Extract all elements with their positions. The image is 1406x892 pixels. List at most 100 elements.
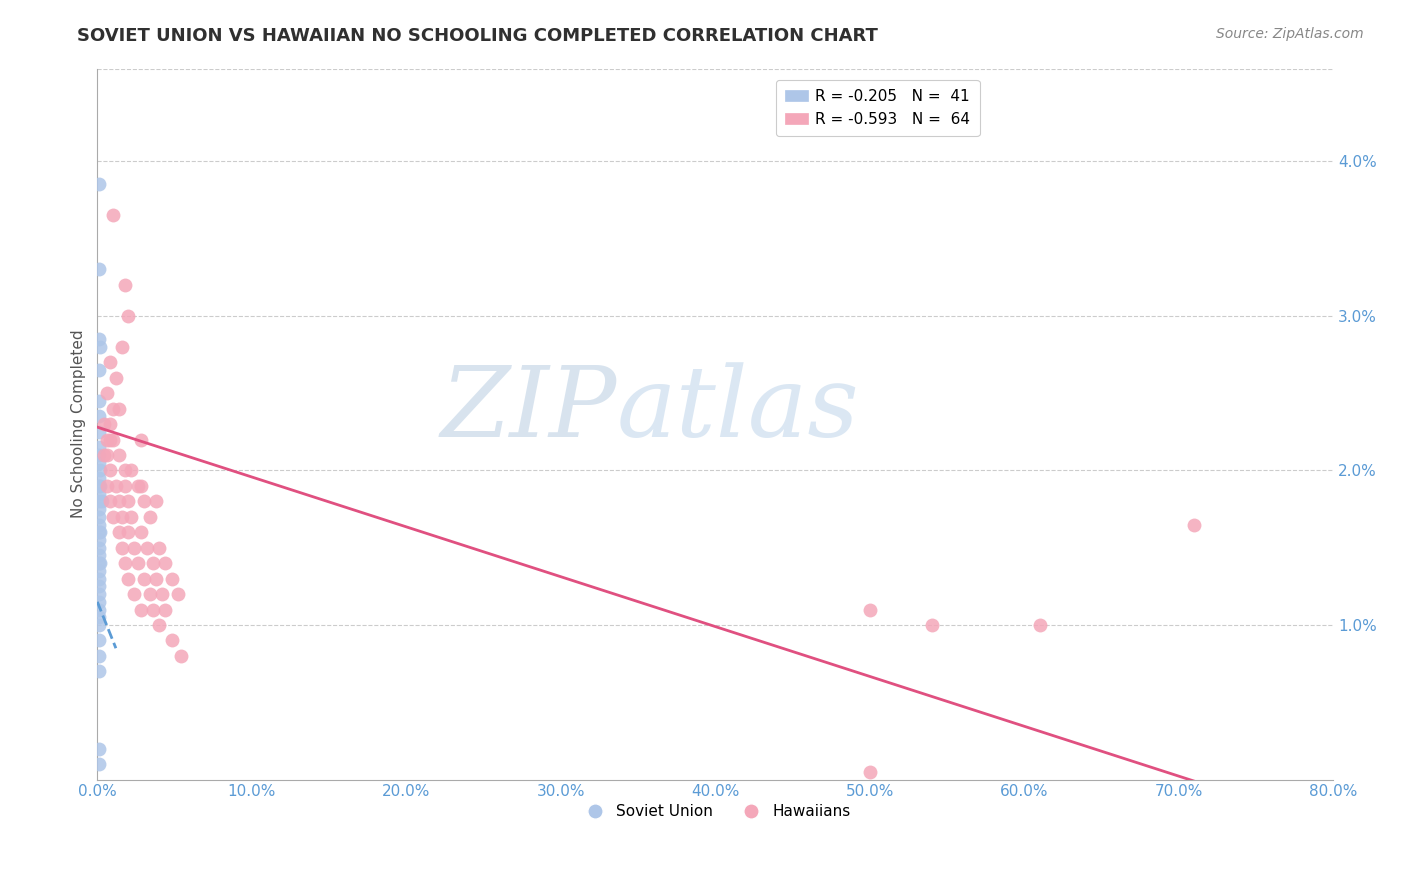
Point <box>120 463 142 477</box>
Point <box>87 587 110 601</box>
Text: atlas: atlas <box>616 362 859 458</box>
Point <box>117 572 139 586</box>
Point <box>104 370 127 384</box>
Point <box>96 448 118 462</box>
Point <box>104 479 127 493</box>
Point <box>129 525 152 540</box>
Point <box>87 610 110 624</box>
Point <box>160 633 183 648</box>
Point <box>129 479 152 493</box>
Point <box>117 309 139 323</box>
Point <box>87 665 110 679</box>
Point <box>87 440 110 454</box>
Point <box>93 417 115 431</box>
Point <box>87 595 110 609</box>
Point <box>87 541 110 555</box>
Point <box>142 602 165 616</box>
Point <box>87 448 110 462</box>
Point <box>98 417 121 431</box>
Point <box>127 479 149 493</box>
Point <box>87 618 110 632</box>
Point <box>124 587 146 601</box>
Point <box>101 208 124 222</box>
Point <box>89 340 111 354</box>
Point <box>1028 618 1050 632</box>
Text: Source: ZipAtlas.com: Source: ZipAtlas.com <box>1216 27 1364 41</box>
Point <box>108 494 131 508</box>
Text: ZIP: ZIP <box>440 362 616 458</box>
Point <box>98 463 121 477</box>
Point <box>170 648 193 663</box>
Point <box>87 494 110 508</box>
Point <box>87 533 110 547</box>
Point <box>114 556 136 570</box>
Point <box>132 494 155 508</box>
Point <box>87 479 110 493</box>
Point <box>87 486 110 500</box>
Point <box>87 509 110 524</box>
Point <box>120 509 142 524</box>
Point <box>87 517 110 532</box>
Point <box>114 277 136 292</box>
Point <box>155 602 177 616</box>
Point <box>124 541 146 555</box>
Point <box>87 549 110 563</box>
Point <box>93 448 115 462</box>
Point <box>87 633 110 648</box>
Point <box>135 541 157 555</box>
Point <box>87 556 110 570</box>
Point <box>129 433 152 447</box>
Point <box>87 579 110 593</box>
Point <box>132 572 155 586</box>
Point <box>142 556 165 570</box>
Point <box>89 556 111 570</box>
Point <box>87 262 110 277</box>
Point <box>87 757 110 772</box>
Point <box>111 509 134 524</box>
Point <box>96 433 118 447</box>
Point <box>859 602 882 616</box>
Point <box>89 525 111 540</box>
Point <box>87 425 110 439</box>
Point <box>96 386 118 401</box>
Point <box>98 355 121 369</box>
Point <box>111 340 134 354</box>
Point <box>160 572 183 586</box>
Point <box>87 332 110 346</box>
Point <box>87 178 110 192</box>
Point <box>111 541 134 555</box>
Point <box>117 494 139 508</box>
Point <box>87 525 110 540</box>
Point <box>98 433 121 447</box>
Point <box>87 471 110 485</box>
Point <box>89 479 111 493</box>
Point <box>148 618 170 632</box>
Point <box>87 393 110 408</box>
Point <box>87 502 110 516</box>
Point <box>87 572 110 586</box>
Point <box>117 525 139 540</box>
Point <box>108 448 131 462</box>
Point <box>108 401 131 416</box>
Point <box>98 494 121 508</box>
Point <box>87 741 110 756</box>
Point <box>87 363 110 377</box>
Point <box>1182 517 1205 532</box>
Point <box>89 463 111 477</box>
Point <box>101 509 124 524</box>
Point <box>114 463 136 477</box>
Legend: Soviet Union, Hawaiians: Soviet Union, Hawaiians <box>574 798 858 825</box>
Point <box>145 494 167 508</box>
Point <box>166 587 188 601</box>
Point <box>87 409 110 424</box>
Y-axis label: No Schooling Completed: No Schooling Completed <box>72 330 86 518</box>
Point <box>139 587 162 601</box>
Point <box>114 479 136 493</box>
Point <box>101 433 124 447</box>
Point <box>87 648 110 663</box>
Point <box>155 556 177 570</box>
Point <box>101 401 124 416</box>
Point <box>108 525 131 540</box>
Point <box>129 602 152 616</box>
Point <box>91 494 114 508</box>
